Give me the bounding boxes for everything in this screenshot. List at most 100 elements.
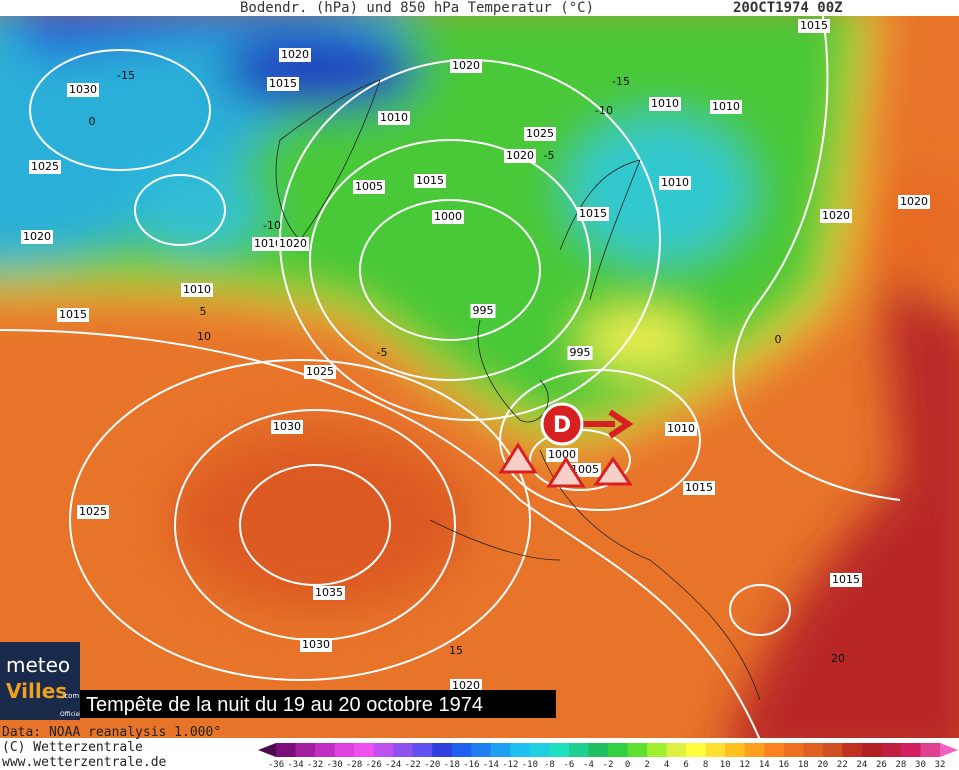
colorbar: -36 -34 -32 -30 -28 -26 -24 -22 -20 -18 -16 -14 -12-…: [258, 743, 958, 770]
colorbar-swatch: [568, 743, 589, 757]
colorbar-swatch: [764, 743, 785, 757]
isobar-label: 1000: [434, 210, 462, 223]
isobar-label: 1020: [900, 195, 928, 208]
isobar-label-box: [414, 174, 446, 188]
isobar-label-box: [659, 176, 691, 190]
isobar-label-box: [820, 209, 852, 223]
footer-url: www.wetterzentrale.de: [2, 755, 167, 770]
isobar-label-box: [504, 149, 536, 163]
colorbar-arrow: [258, 743, 276, 757]
colorbar-tick: -4: [583, 760, 594, 770]
colorbar-swatch: [920, 743, 941, 757]
isobar-label: 1010: [254, 237, 282, 250]
isobar-label: 1010: [712, 100, 740, 113]
logo-line2: Villes: [6, 679, 67, 703]
colorbar-swatch: [471, 743, 492, 757]
isobar-label-box: [683, 481, 715, 495]
colorbar-tick: 2: [644, 760, 649, 770]
colorbar-swatch: [490, 743, 511, 757]
isobar-label: 1025: [79, 505, 107, 518]
isobar-label-box: [77, 505, 109, 519]
isobar-label-box: [546, 448, 578, 462]
colorbar-swatch: [510, 743, 531, 757]
colorbar-swatch: [315, 743, 336, 757]
isobar-label-box: [830, 573, 862, 587]
isobar-label: 1025: [31, 160, 59, 173]
colorbar-swatch: [900, 743, 921, 757]
colorbar-swatch: [822, 743, 843, 757]
isobar-label: 1020: [506, 149, 534, 162]
isobar-label: 1020: [452, 679, 480, 692]
isobar-label: 1005: [571, 463, 599, 476]
colorbar-swatch: [627, 743, 648, 757]
colorbar-swatch: [608, 743, 629, 757]
isobar-label-box: [271, 420, 303, 434]
logo: [0, 642, 80, 720]
isobar-label-box: [524, 127, 556, 141]
colorbar-swatch: [276, 743, 297, 757]
colorbar-tick: 6: [683, 760, 688, 770]
colorbar-tick: -12: [502, 760, 518, 770]
isobar-label-box: [67, 83, 99, 97]
colorbar-swatch: [686, 743, 707, 757]
colorbar-swatch: [803, 743, 824, 757]
colorbar-tick: 24: [856, 760, 867, 770]
isobar-label: 1015: [59, 308, 87, 321]
colorbar-tick: 4: [664, 760, 669, 770]
colorbar-swatch: [373, 743, 394, 757]
isobar-label: 1015: [579, 207, 607, 220]
colorbar-swatch: [529, 743, 550, 757]
colorbar-swatch: [588, 743, 609, 757]
colorbar-tick: -6: [564, 760, 575, 770]
isobar-label-box: [304, 365, 336, 379]
isobar-label: 1015: [832, 573, 860, 586]
colorbar-tick: -16: [463, 760, 479, 770]
isobar-label-box: [57, 308, 89, 322]
warnings: [498, 442, 633, 488]
storm-label: D: [553, 413, 571, 438]
colorbar-tick: -14: [483, 760, 499, 770]
isobar-label: 1015: [800, 19, 828, 32]
colorbar-tick: -30: [326, 760, 342, 770]
isobar-label: 1010: [661, 176, 689, 189]
isobar-label: 1005: [355, 180, 383, 193]
isobar-label-box: [710, 100, 742, 114]
title: Bodendr. (hPa) und 850 hPa Temperatur (°…: [240, 0, 594, 16]
colorbar-tick: 12: [739, 760, 750, 770]
isobar-label: 1035: [315, 586, 343, 599]
isotherm-label: -15: [117, 69, 135, 82]
isobar-label-box: [300, 638, 332, 652]
isobar-label-box: [567, 346, 593, 360]
colorbar-tick: 0: [625, 760, 630, 770]
isobar-label: 995: [570, 346, 591, 359]
isobar-label: 1015: [685, 481, 713, 494]
colorbar-tick: -20: [424, 760, 440, 770]
colorbar-swatch: [725, 743, 746, 757]
isobar-label: 1025: [526, 127, 554, 140]
colorbar-swatch: [744, 743, 765, 757]
isotherm-label: -10: [263, 219, 281, 232]
colorbar-tick: -18: [444, 760, 460, 770]
isobar-label-box: [432, 210, 464, 224]
colorbar-tick: 30: [915, 760, 926, 770]
isotherm-label: 15: [449, 644, 463, 657]
colorbar-swatch: [393, 743, 414, 757]
isobar-label: 1020: [279, 237, 307, 250]
logo-line1: meteo: [6, 653, 70, 677]
isobar-label-box: [569, 463, 601, 477]
isobars: [0, 16, 901, 738]
colorbar-tick: 18: [798, 760, 809, 770]
isobar-label: 1020: [281, 48, 309, 61]
isotherm-label: 0: [89, 115, 96, 128]
colorbar-tick: -10: [522, 760, 538, 770]
isobar-label: 1010: [380, 111, 408, 124]
isobar-label-box: [450, 679, 482, 693]
colorbar-tick: -26: [366, 760, 382, 770]
colorbar-tick: -2: [603, 760, 614, 770]
isobar-label-box: [898, 195, 930, 209]
isobar-label-box: [649, 97, 681, 111]
isobar-label: 1020: [822, 209, 850, 222]
colorbar-tick: 16: [778, 760, 789, 770]
colorbar-swatch: [451, 743, 472, 757]
